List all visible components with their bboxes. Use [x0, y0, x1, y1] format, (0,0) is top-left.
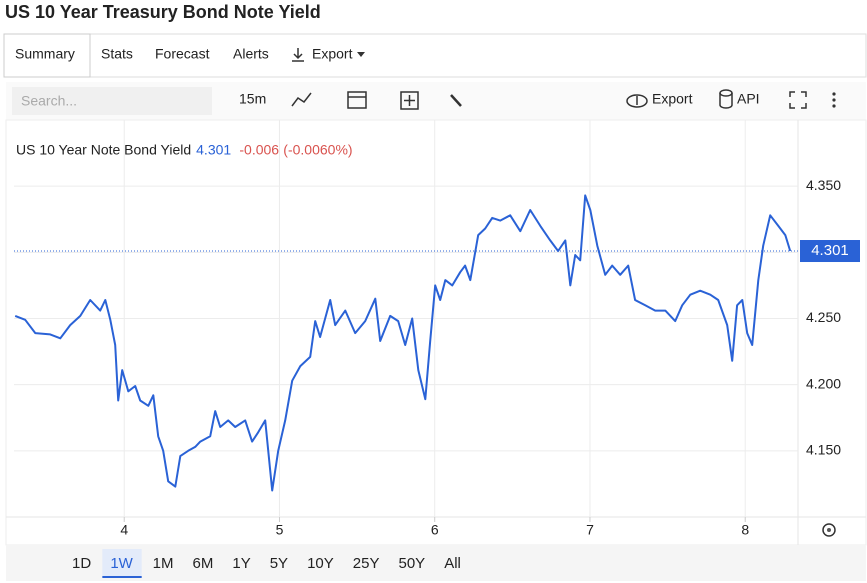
last-value-box [800, 240, 860, 263]
tab[interactable]: Forecast [155, 46, 210, 62]
export-button[interactable]: Export [652, 91, 693, 107]
y-tick-label: 4.150 [806, 442, 841, 458]
search-box[interactable] [12, 87, 212, 115]
range-button[interactable]: 1W [110, 555, 133, 572]
last-value-label: 4.301 [811, 242, 849, 259]
y-tick-label: 4.250 [806, 309, 841, 325]
range-button[interactable]: 6M [193, 555, 214, 572]
y-tick-label: 4.200 [806, 375, 841, 391]
range-button[interactable]: 10Y [307, 555, 334, 572]
add-icon[interactable] [400, 91, 419, 110]
range-button[interactable]: 1M [153, 555, 174, 572]
active-range-bg [102, 549, 142, 577]
legend-change: -0.006 [239, 142, 279, 158]
x-tick-label: 7 [586, 522, 594, 538]
x-tick-label: 5 [276, 522, 284, 538]
x-tick-label: 8 [741, 522, 749, 538]
active-tab [3, 33, 91, 78]
page-title: US 10 Year Treasury Bond Note Yield [5, 2, 321, 22]
export-cloud-icon[interactable] [626, 94, 648, 108]
legend-change-pct: (-0.0060%) [283, 142, 352, 158]
yield-line [14, 194, 792, 492]
range-button[interactable]: 25Y [353, 555, 380, 572]
calendar-icon[interactable] [347, 91, 367, 109]
settings-icon[interactable] [822, 523, 836, 537]
tools-icon[interactable] [450, 94, 462, 107]
search-placeholder: Search... [21, 93, 77, 109]
fullscreen-icon[interactable] [789, 91, 807, 109]
dropdown-caret[interactable] [357, 52, 365, 57]
legend-value: 4.301 [196, 142, 231, 158]
chart-frame [5, 119, 867, 546]
range-button[interactable]: 5Y [270, 555, 288, 572]
api-icon[interactable] [719, 89, 733, 109]
legend-name: US 10 Year Note Bond Yield [16, 142, 191, 158]
interval-button[interactable]: 15m [239, 91, 266, 107]
tab[interactable]: Alerts [233, 46, 269, 62]
y-tick-label: 4.350 [806, 177, 841, 193]
range-button[interactable]: All [444, 555, 461, 572]
tab[interactable]: Summary [15, 46, 75, 62]
range-bar [6, 545, 866, 581]
api-button[interactable]: API [737, 91, 760, 107]
range-button[interactable]: 50Y [398, 555, 425, 572]
tab-bar [3, 33, 867, 78]
x-tick-label: 4 [120, 522, 128, 538]
tab[interactable]: Stats [101, 46, 133, 62]
range-button[interactable]: 1D [72, 555, 91, 572]
menu-icon[interactable] [832, 92, 836, 108]
tab[interactable]: Export [312, 46, 353, 62]
export-tab-icon[interactable] [292, 48, 304, 62]
range-button[interactable]: 1Y [232, 555, 250, 572]
line-type-icon[interactable] [291, 92, 312, 107]
x-tick-label: 6 [431, 522, 439, 538]
